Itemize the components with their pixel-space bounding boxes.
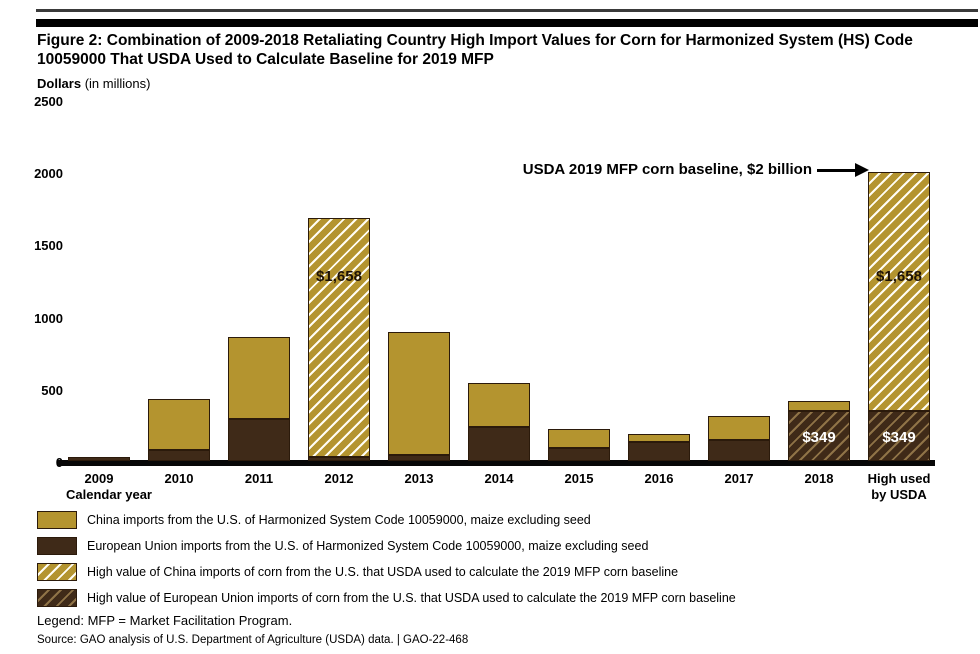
bar-2010-seg-china xyxy=(148,399,210,450)
bar-2014-seg-china xyxy=(468,383,530,427)
legend-note: Legend: MFP = Market Facilitation Progra… xyxy=(37,613,293,628)
bar-2015-seg-china xyxy=(548,429,610,448)
top-rule-thin xyxy=(36,9,978,12)
x-label-2014: 2014 xyxy=(484,471,514,486)
y-tick-500: 500 xyxy=(41,382,63,398)
y-tick-1000: 1000 xyxy=(34,310,63,326)
legend-label-eu_high: High value of European Union imports of … xyxy=(87,591,736,605)
legend-item-china_high: High value of China imports of corn from… xyxy=(37,563,736,581)
x-label-2018: 2018 xyxy=(804,471,834,486)
annotation-arrow-head-icon xyxy=(855,163,869,177)
legend-swatch-eu_high xyxy=(37,589,77,607)
bar-2015-seg-eu xyxy=(548,448,610,461)
legend-swatch-eu xyxy=(37,537,77,555)
bar-value-label: $349 xyxy=(882,428,916,446)
y-axis-title: Dollars (in millions) xyxy=(37,76,150,91)
x-label-2009: 2009 xyxy=(84,471,114,486)
x-label-2016: 2016 xyxy=(644,471,674,486)
bar-value-label: $1,658 xyxy=(316,267,362,285)
bar-2011-seg-china xyxy=(228,337,290,419)
chart-legend: China imports from the U.S. of Harmonize… xyxy=(37,511,736,615)
bar-2013-seg-eu xyxy=(388,455,450,461)
bar-2017-seg-eu xyxy=(708,440,770,461)
legend-item-eu_high: High value of European Union imports of … xyxy=(37,589,736,607)
bar-2012-seg-china_high xyxy=(308,218,370,457)
legend-item-china: China imports from the U.S. of Harmonize… xyxy=(37,511,736,529)
bar-high-used-seg-eu_high xyxy=(868,411,930,461)
legend-label-china: China imports from the U.S. of Harmonize… xyxy=(87,513,591,527)
x-label-2012: 2012 xyxy=(324,471,354,486)
bar-2017-seg-china xyxy=(708,416,770,440)
y-axis-title-units: (in millions) xyxy=(81,76,151,91)
legend-swatch-china_high xyxy=(37,563,77,581)
x-label-high-used: High used xyxy=(867,471,931,486)
figure-title-line1: Figure 2: Combination of 2009-2018 Retal… xyxy=(37,32,913,49)
legend-label-china_high: High value of China imports of corn from… xyxy=(87,565,679,579)
y-tick-2500: 2500 xyxy=(34,94,63,109)
x-label-line2: by USDA xyxy=(871,487,927,502)
bar-2009-seg-eu xyxy=(68,457,130,461)
bar-value-label: $1,658 xyxy=(876,267,922,285)
bar-2013-seg-china xyxy=(388,332,450,455)
figure-title: Figure 2: Combination of 2009-2018 Retal… xyxy=(37,31,947,69)
bar-2018-seg-china xyxy=(788,401,850,411)
y-axis-title-bold: Dollars xyxy=(37,76,82,91)
bar-2011-seg-eu xyxy=(228,419,290,461)
bar-value-label: $349 xyxy=(802,428,836,446)
bar-high-used-seg-china_high xyxy=(868,172,930,411)
x-label-2015: 2015 xyxy=(564,471,594,486)
x-label-2013: 2013 xyxy=(404,471,434,486)
bar-2016-seg-china xyxy=(628,434,690,442)
baseline-annotation: USDA 2019 MFP corn baseline, $2 billion xyxy=(522,161,812,178)
bar-2018-seg-eu_high xyxy=(788,411,850,461)
y-tick-1500: 1500 xyxy=(34,238,63,254)
x-label-2017: 2017 xyxy=(724,471,754,486)
figure-title-line2: 10059000 That USDA Used to Calculate Bas… xyxy=(37,51,494,68)
x-axis-title: Calendar year xyxy=(66,487,152,502)
y-tick-0: 0 xyxy=(0,456,63,470)
bar-2012-seg-eu xyxy=(308,457,370,461)
bar-2014-seg-eu xyxy=(468,427,530,461)
y-tick-2000: 2000 xyxy=(34,166,63,182)
top-rule-thick xyxy=(36,19,978,27)
legend-label-eu: European Union imports from the U.S. of … xyxy=(87,539,649,553)
annotation-arrow-line xyxy=(817,169,857,172)
bar-2016-seg-eu xyxy=(628,442,690,461)
source-line: Source: GAO analysis of U.S. Department … xyxy=(37,634,469,646)
legend-item-eu: European Union imports from the U.S. of … xyxy=(37,537,736,555)
x-axis-line xyxy=(58,460,935,466)
legend-swatch-china xyxy=(37,511,77,529)
x-label-2011: 2011 xyxy=(244,471,274,486)
bar-2010-seg-eu xyxy=(148,450,210,461)
x-label-2010: 2010 xyxy=(164,471,194,486)
